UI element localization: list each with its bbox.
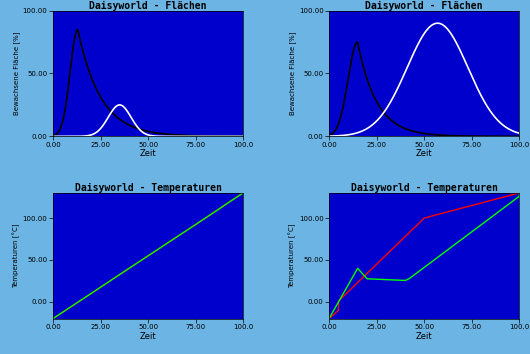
Title: Daisyworld - Temperaturen: Daisyworld - Temperaturen [75,183,222,193]
Title: Daisyworld - Flächen: Daisyworld - Flächen [90,0,207,11]
Y-axis label: Temperaturen [°C]: Temperaturen [°C] [12,223,20,288]
X-axis label: Zeit: Zeit [140,149,156,158]
X-axis label: Zeit: Zeit [140,332,156,341]
X-axis label: Zeit: Zeit [416,332,432,341]
Y-axis label: Bewachsene Fläche [%]: Bewachsene Fläche [%] [13,32,20,115]
Title: Daisyworld - Flächen: Daisyworld - Flächen [366,0,483,11]
Y-axis label: Temperaturen [°C]: Temperaturen [°C] [288,223,296,288]
Y-axis label: Bewachsene Fläche [%]: Bewachsene Fläche [%] [289,32,296,115]
Title: Daisyworld - Temperaturen: Daisyworld - Temperaturen [351,183,498,193]
X-axis label: Zeit: Zeit [416,149,432,158]
